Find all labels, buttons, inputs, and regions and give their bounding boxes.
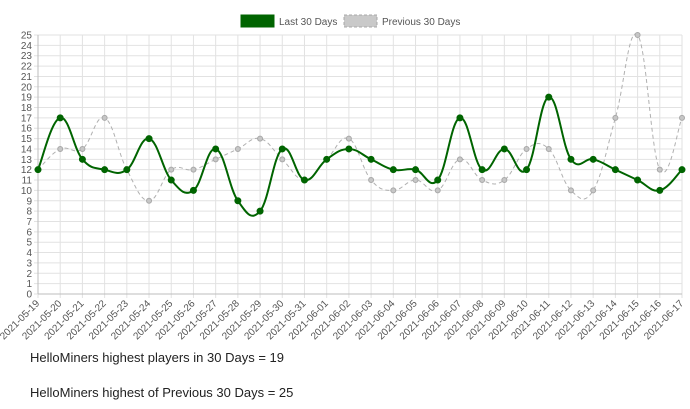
data-point[interactable] <box>367 155 375 163</box>
y-tick-label: 15 <box>21 134 33 145</box>
data-point[interactable] <box>589 155 597 163</box>
data-point[interactable] <box>234 145 241 152</box>
data-point[interactable] <box>189 186 197 194</box>
x-axis-tick-labels: 2021-05-192021-05-202021-05-212021-05-22… <box>0 298 686 342</box>
data-point[interactable] <box>123 166 131 174</box>
chart-axes <box>37 35 682 295</box>
highest-players-previous-30-days: HelloMiners highest of Previous 30 Days … <box>30 385 294 400</box>
data-point[interactable] <box>523 166 531 174</box>
y-tick-label: 24 <box>21 41 33 52</box>
data-point[interactable] <box>300 176 308 184</box>
data-point[interactable] <box>101 114 108 121</box>
data-point[interactable] <box>345 135 352 142</box>
data-point[interactable] <box>611 166 619 174</box>
data-point[interactable] <box>101 166 109 174</box>
chart-grid <box>34 34 683 298</box>
y-tick-label: 10 <box>21 186 33 197</box>
y-tick-label: 8 <box>26 207 32 218</box>
highest-players-30-days: HelloMiners highest players in 30 Days =… <box>30 350 284 365</box>
data-point[interactable] <box>389 166 397 174</box>
data-point[interactable] <box>501 177 508 184</box>
data-point[interactable] <box>500 145 508 153</box>
data-point[interactable] <box>523 145 530 152</box>
y-tick-label: 25 <box>21 31 33 42</box>
y-tick-label: 6 <box>26 227 32 238</box>
data-point[interactable] <box>278 145 286 153</box>
legend-label[interactable]: Previous 30 Days <box>382 17 460 28</box>
legend-swatch[interactable] <box>343 14 378 28</box>
data-point[interactable] <box>78 155 86 163</box>
y-tick-label: 20 <box>21 82 33 93</box>
data-point[interactable] <box>567 155 575 163</box>
data-point[interactable] <box>145 135 153 143</box>
data-point[interactable] <box>456 156 463 163</box>
data-point[interactable] <box>634 176 642 184</box>
y-tick-label: 14 <box>21 144 33 155</box>
y-tick-label: 0 <box>26 290 32 301</box>
y-tick-label: 18 <box>21 103 33 114</box>
data-point[interactable] <box>479 177 486 184</box>
y-tick-label: 4 <box>26 248 32 259</box>
data-point[interactable] <box>34 166 42 174</box>
data-point[interactable] <box>190 166 197 173</box>
data-point[interactable] <box>567 187 574 194</box>
data-point[interactable] <box>212 145 220 153</box>
y-tick-label: 12 <box>21 165 33 176</box>
legend-label[interactable]: Last 30 Days <box>279 17 337 28</box>
y-tick-label: 23 <box>21 51 33 62</box>
data-point[interactable] <box>456 114 464 122</box>
y-tick-label: 7 <box>26 217 32 228</box>
data-point[interactable] <box>234 197 242 205</box>
y-tick-label: 17 <box>21 113 33 124</box>
data-point[interactable] <box>345 145 353 153</box>
data-point[interactable] <box>167 176 175 184</box>
data-point[interactable] <box>590 187 597 194</box>
data-point[interactable] <box>612 114 619 121</box>
line-chart: 0123456789101112131415161718192021222324… <box>0 14 686 342</box>
data-point[interactable] <box>56 114 64 122</box>
chart-legend[interactable]: Last 30 Days Previous 30 Days <box>240 14 460 28</box>
data-point[interactable] <box>256 207 264 215</box>
y-tick-label: 16 <box>21 124 33 135</box>
chart-series <box>34 32 686 217</box>
data-point[interactable] <box>656 186 664 194</box>
y-tick-label: 9 <box>26 196 32 207</box>
data-point[interactable] <box>679 114 685 121</box>
data-point[interactable] <box>678 166 686 174</box>
data-point[interactable] <box>279 156 286 163</box>
y-tick-label: 11 <box>22 176 33 187</box>
data-point[interactable] <box>545 93 553 101</box>
y-tick-label: 5 <box>26 238 32 249</box>
y-tick-label: 13 <box>21 155 33 166</box>
data-point[interactable] <box>323 155 331 163</box>
data-point[interactable] <box>79 145 86 152</box>
data-point[interactable] <box>656 166 663 173</box>
data-point[interactable] <box>412 177 419 184</box>
data-point[interactable] <box>390 187 397 194</box>
data-point[interactable] <box>146 197 153 204</box>
data-point[interactable] <box>434 187 441 194</box>
data-point[interactable] <box>634 32 641 38</box>
legend-swatch[interactable] <box>240 14 275 28</box>
y-tick-label: 22 <box>21 62 33 73</box>
series-line <box>37 33 683 202</box>
data-point[interactable] <box>545 145 552 152</box>
data-point[interactable] <box>434 176 442 184</box>
y-tick-label: 3 <box>26 258 32 269</box>
series-line <box>37 96 683 217</box>
data-point[interactable] <box>412 166 420 174</box>
data-point[interactable] <box>212 156 219 163</box>
data-point[interactable] <box>57 145 64 152</box>
y-tick-label: 1 <box>26 279 32 290</box>
y-tick-label: 21 <box>21 72 33 83</box>
data-point[interactable] <box>368 177 375 184</box>
y-tick-label: 2 <box>26 269 32 280</box>
y-tick-label: 19 <box>21 93 33 104</box>
data-point[interactable] <box>168 166 175 173</box>
y-axis-tick-labels: 0123456789101112131415161718192021222324… <box>21 31 33 301</box>
data-point[interactable] <box>257 135 264 142</box>
data-point[interactable] <box>478 166 486 174</box>
